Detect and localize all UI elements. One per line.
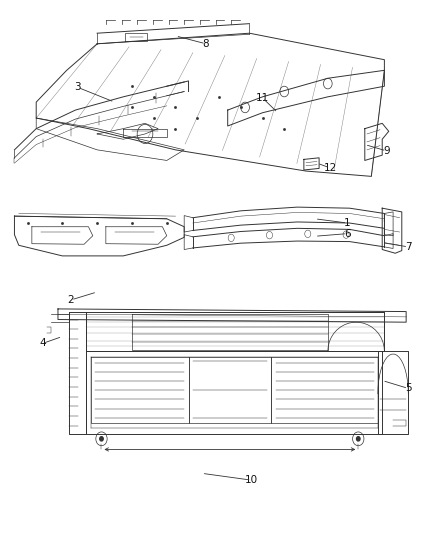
- Text: 5: 5: [405, 383, 412, 393]
- Text: 8: 8: [203, 39, 209, 49]
- Text: 1: 1: [344, 218, 351, 228]
- Text: 6: 6: [344, 229, 351, 239]
- Text: 3: 3: [74, 82, 81, 92]
- Text: 11: 11: [256, 93, 269, 103]
- Text: 4: 4: [39, 338, 46, 349]
- Text: 7: 7: [405, 242, 412, 252]
- Text: 2: 2: [68, 295, 74, 305]
- Circle shape: [100, 437, 103, 441]
- Text: 10: 10: [245, 475, 258, 485]
- Circle shape: [357, 437, 360, 441]
- Text: 12: 12: [323, 163, 337, 173]
- Text: 9: 9: [383, 146, 390, 156]
